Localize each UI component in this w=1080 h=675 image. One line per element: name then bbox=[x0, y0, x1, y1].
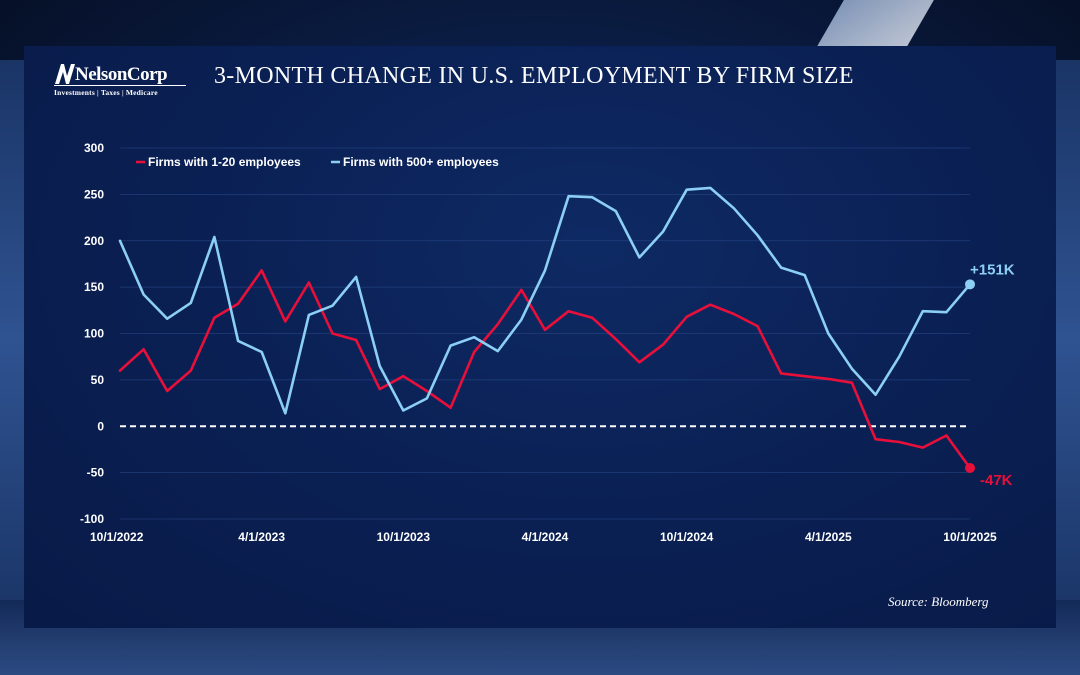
brand-n-icon bbox=[55, 64, 75, 84]
x-tick-label: 4/1/2023 bbox=[238, 530, 285, 544]
y-tick-label: 150 bbox=[84, 280, 104, 294]
brand-logo: NelsonCorp Investments | Taxes | Medicar… bbox=[53, 62, 193, 102]
series-end-label: -47K bbox=[980, 472, 1013, 489]
series-end-marker bbox=[965, 462, 975, 473]
series-line-large-firms bbox=[118, 186, 972, 415]
brand-tagline: Investments | Taxes | Medicare bbox=[54, 88, 158, 97]
series-line-small-firms bbox=[118, 269, 972, 470]
y-tick-label: 300 bbox=[84, 141, 104, 155]
y-tick-label: 50 bbox=[91, 373, 105, 387]
y-tick-label: -50 bbox=[87, 466, 105, 480]
x-tick-label: 10/1/2025 bbox=[943, 530, 997, 544]
x-tick-label: 10/1/2023 bbox=[377, 530, 431, 544]
series-end-label: +151K bbox=[970, 261, 1015, 278]
legend-label: Firms with 500+ employees bbox=[343, 155, 499, 169]
y-tick-label: 250 bbox=[84, 187, 104, 201]
y-tick-label: 100 bbox=[84, 327, 104, 341]
x-tick-label: 4/1/2024 bbox=[522, 530, 569, 544]
series-end-marker bbox=[965, 279, 975, 290]
source-note: Source: Bloomberg bbox=[888, 594, 989, 609]
brand-divider bbox=[54, 85, 186, 86]
x-tick-label: 10/1/2024 bbox=[660, 530, 714, 544]
chart-title: 3-MONTH CHANGE IN U.S. EMPLOYMENT BY FIR… bbox=[214, 63, 854, 89]
brand-name: NelsonCorp bbox=[75, 64, 168, 85]
y-tick-label: -100 bbox=[80, 512, 104, 526]
chart-panel bbox=[24, 46, 1056, 628]
x-tick-label: 10/1/2022 bbox=[90, 530, 144, 544]
y-tick-label: 200 bbox=[84, 234, 104, 248]
x-tick-label: 4/1/2025 bbox=[805, 530, 852, 544]
y-tick-label: 0 bbox=[97, 419, 104, 433]
legend-label: Firms with 1-20 employees bbox=[148, 155, 301, 169]
